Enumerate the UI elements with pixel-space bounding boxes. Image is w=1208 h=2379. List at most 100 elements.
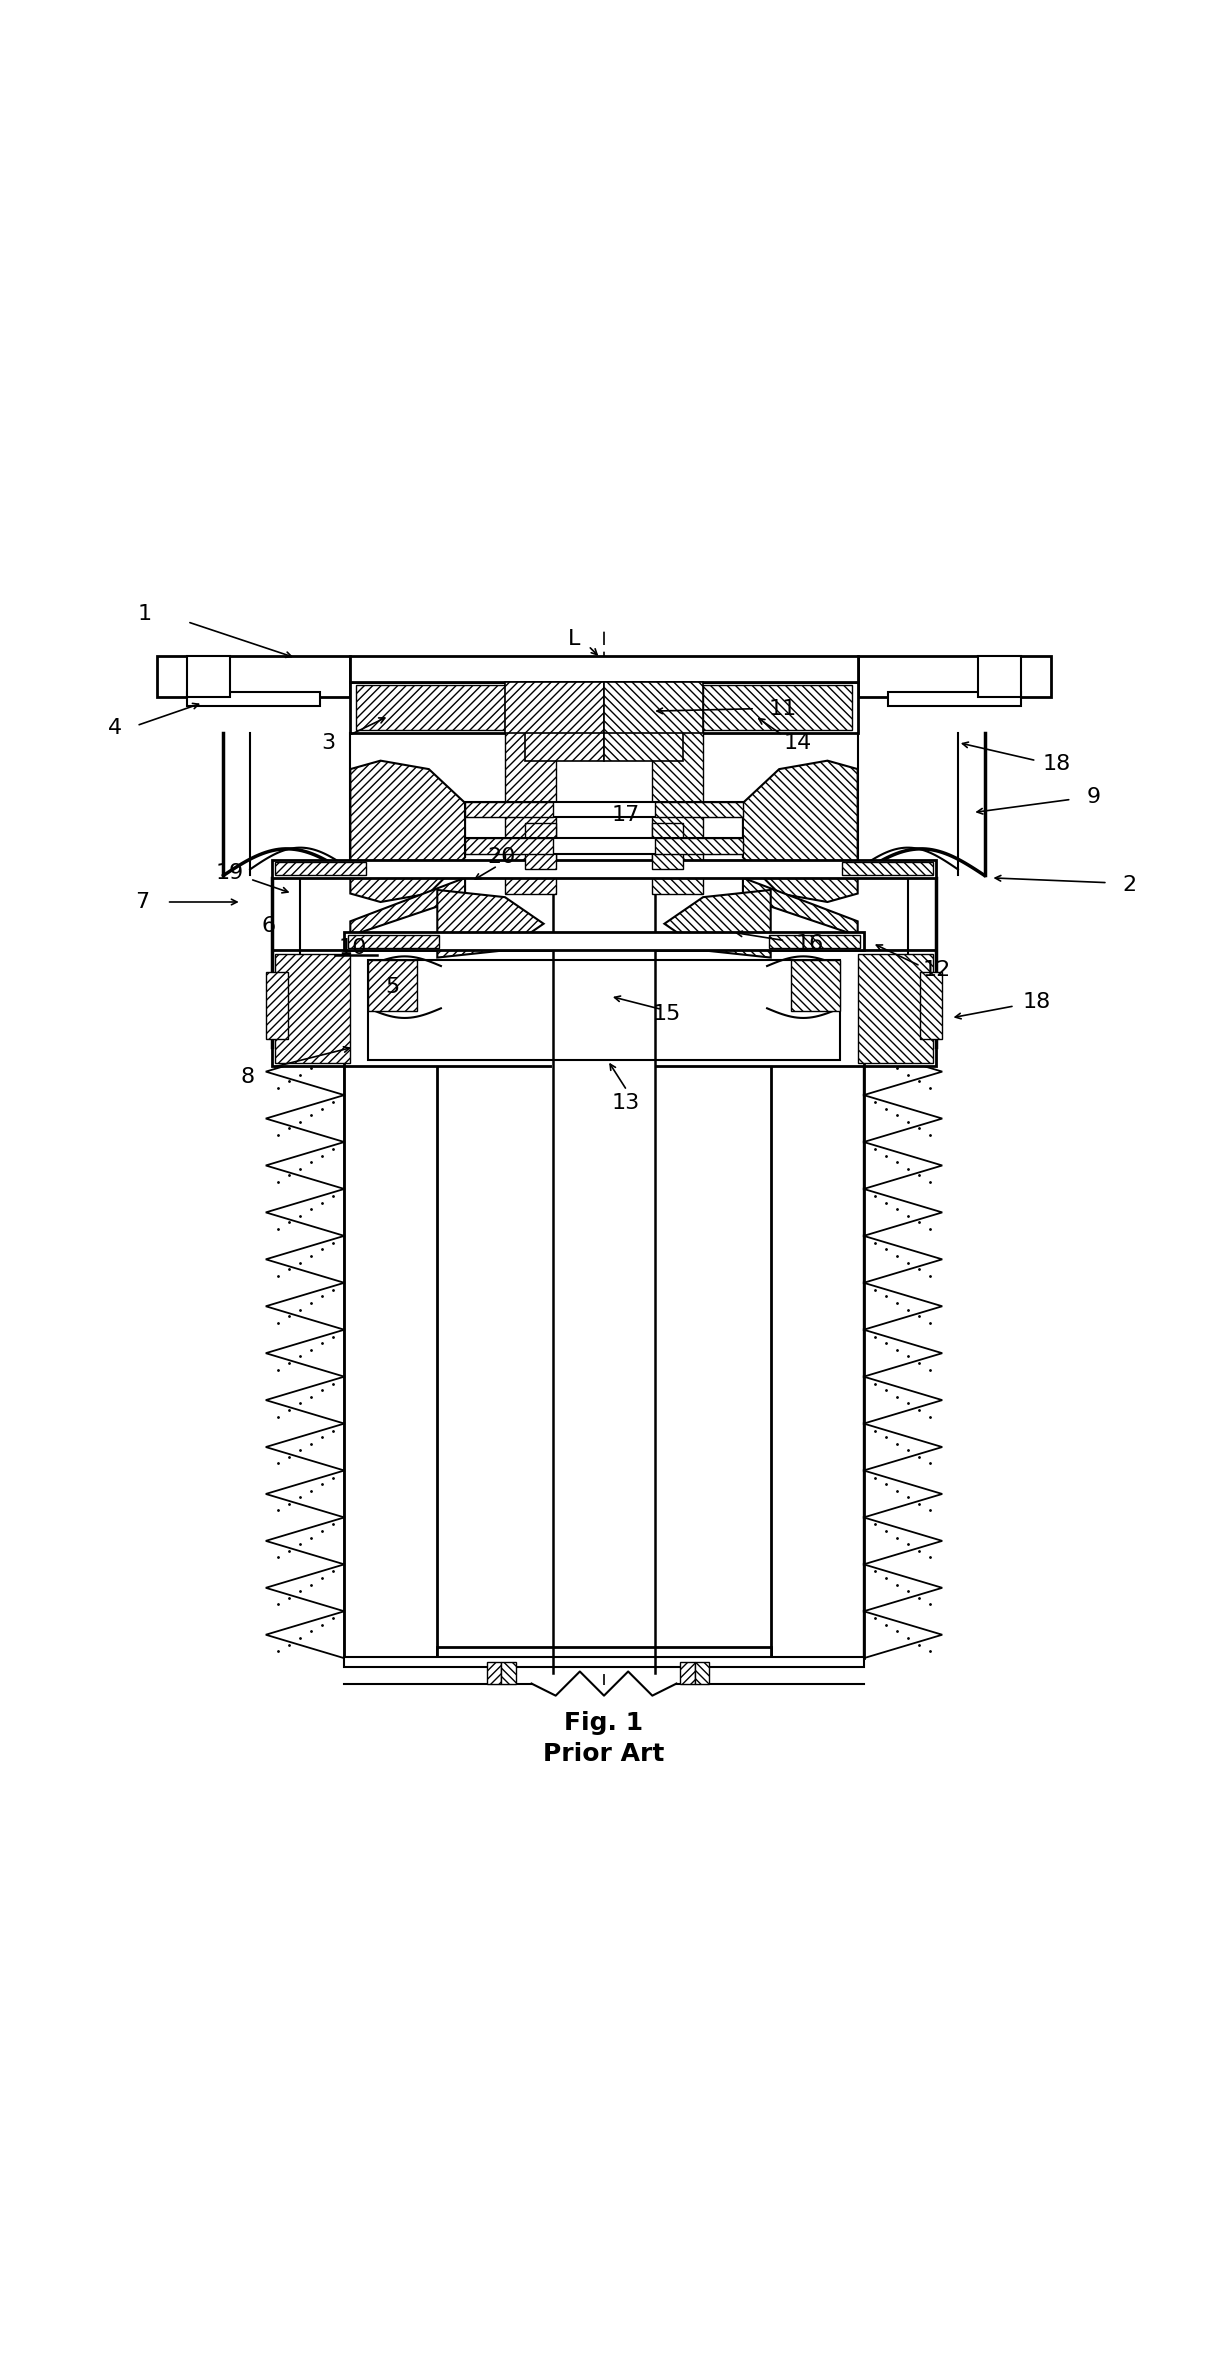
Bar (157, 657, 350, 697)
Bar (604, 683, 703, 733)
Text: 8: 8 (240, 1068, 255, 1087)
Polygon shape (743, 878, 858, 935)
Bar (680, 1663, 695, 1684)
Bar (655, 802, 743, 818)
Text: 6: 6 (261, 916, 275, 937)
Bar (368, 961, 840, 1061)
Polygon shape (266, 1235, 344, 1282)
Polygon shape (864, 1330, 942, 1377)
Text: 5: 5 (385, 975, 400, 997)
Polygon shape (350, 878, 465, 935)
Polygon shape (266, 1565, 344, 1611)
Polygon shape (864, 1377, 942, 1423)
Polygon shape (266, 1377, 344, 1423)
Bar (344, 933, 864, 949)
Text: 12: 12 (922, 959, 951, 980)
Bar (437, 1049, 771, 1658)
Polygon shape (266, 1470, 344, 1518)
Polygon shape (864, 1049, 942, 1094)
Polygon shape (266, 1518, 344, 1565)
Polygon shape (864, 1470, 942, 1518)
Bar (344, 1658, 864, 1668)
Bar (652, 823, 683, 868)
Text: 1: 1 (138, 604, 152, 626)
Polygon shape (266, 1094, 344, 1142)
Bar (553, 683, 655, 1672)
Text: 14: 14 (783, 733, 812, 752)
Text: 13: 13 (611, 1092, 640, 1113)
Bar (655, 837, 743, 854)
Polygon shape (864, 1518, 942, 1565)
Text: 9: 9 (1086, 787, 1100, 806)
Text: 18: 18 (1043, 754, 1071, 773)
Bar (652, 730, 703, 895)
Polygon shape (266, 1282, 344, 1330)
Bar (437, 1646, 771, 1663)
Polygon shape (437, 890, 544, 959)
Polygon shape (266, 1049, 344, 1094)
Polygon shape (350, 761, 465, 902)
Bar (272, 859, 936, 878)
Bar (703, 685, 852, 730)
Text: L: L (568, 628, 580, 649)
Text: 17: 17 (611, 804, 640, 826)
Bar (465, 802, 553, 818)
Polygon shape (864, 1094, 942, 1142)
Bar (368, 961, 417, 1011)
Polygon shape (864, 1190, 942, 1235)
Bar (465, 802, 743, 818)
Polygon shape (266, 1423, 344, 1470)
Text: 4: 4 (108, 718, 122, 737)
Bar (272, 949, 936, 1066)
Polygon shape (864, 1142, 942, 1190)
Polygon shape (266, 1142, 344, 1190)
Bar (501, 1663, 516, 1684)
Text: 18: 18 (1022, 992, 1051, 1011)
Polygon shape (864, 1282, 942, 1330)
Text: Prior Art: Prior Art (544, 1741, 664, 1765)
Polygon shape (864, 1611, 942, 1658)
Bar (888, 692, 1021, 707)
Bar (769, 935, 860, 947)
Bar (695, 1663, 709, 1684)
Text: 16: 16 (795, 935, 824, 954)
Bar (356, 685, 505, 730)
Bar (505, 683, 604, 733)
Text: 19: 19 (215, 864, 244, 883)
Polygon shape (864, 1423, 942, 1470)
Text: 10: 10 (338, 937, 367, 959)
Polygon shape (266, 1190, 344, 1235)
Bar (525, 683, 604, 761)
Bar (505, 730, 556, 895)
Polygon shape (743, 761, 858, 902)
Bar (465, 837, 743, 854)
Polygon shape (266, 1330, 344, 1377)
Bar (187, 657, 230, 697)
Bar (525, 823, 556, 868)
Bar (604, 683, 683, 761)
Text: 11: 11 (768, 699, 797, 718)
Polygon shape (864, 1235, 942, 1282)
Bar (978, 657, 1021, 697)
Bar (350, 657, 858, 683)
Bar (275, 861, 366, 875)
Bar (350, 683, 858, 733)
Bar (266, 973, 288, 1040)
Bar (275, 954, 350, 1063)
Text: 2: 2 (1122, 875, 1137, 895)
Bar (791, 961, 840, 1011)
Bar (465, 837, 553, 854)
Text: Fig. 1: Fig. 1 (564, 1711, 644, 1734)
Text: 15: 15 (652, 1004, 680, 1025)
Polygon shape (664, 890, 771, 959)
Text: 3: 3 (321, 733, 336, 752)
Bar (920, 973, 942, 1040)
Polygon shape (864, 1565, 942, 1611)
Bar (348, 935, 439, 947)
Bar (842, 861, 933, 875)
Bar (858, 954, 933, 1063)
Text: 7: 7 (135, 892, 150, 911)
Polygon shape (266, 1611, 344, 1658)
Text: 20: 20 (487, 847, 516, 868)
Bar (187, 692, 320, 707)
